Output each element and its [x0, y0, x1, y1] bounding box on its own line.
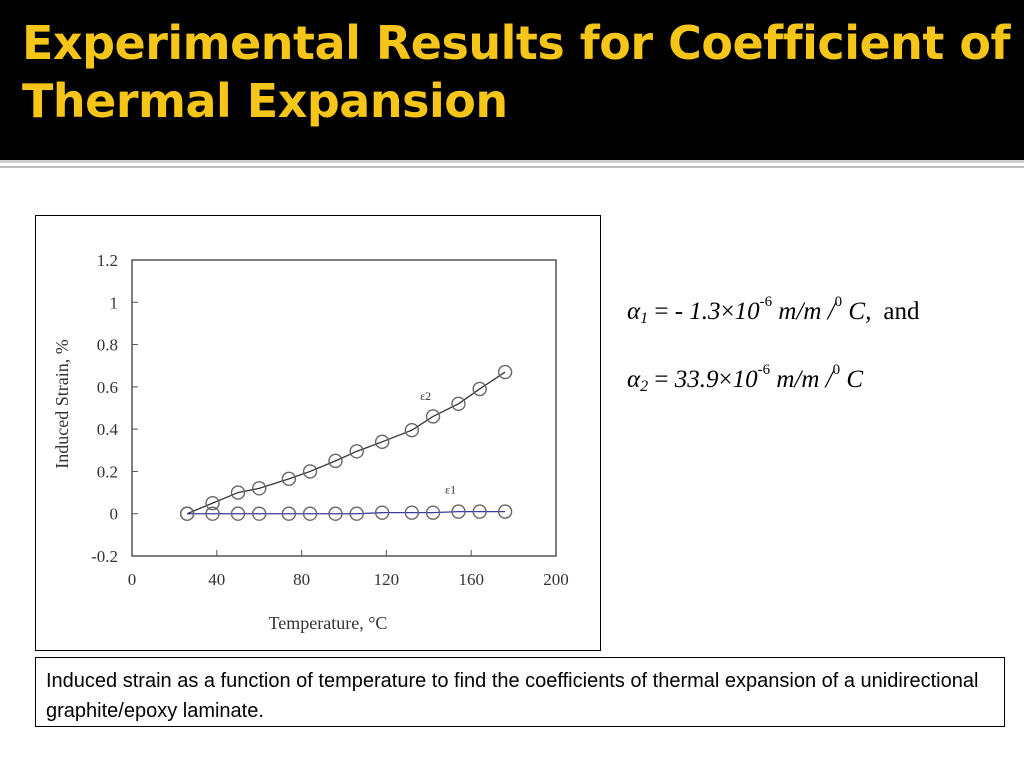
- strain-temperature-chart: -0.2 0 0.2 0.4 0.6 0.8 1 1.2 0 40 80 120 160 200 ε1 ε2…: [52, 251, 569, 633]
- alpha2-exponent: -6: [757, 362, 771, 378]
- title-rule-bottom: [0, 166, 1024, 168]
- alpha2-unit-c: C: [846, 366, 864, 393]
- alpha1-unit: m/m /: [778, 298, 835, 325]
- alpha2-base: 10: [732, 366, 758, 393]
- data-point: [497, 364, 513, 380]
- data-point: [302, 464, 318, 479]
- y-tick-label: 0: [110, 505, 119, 524]
- slide-title: Experimental Results for Coefficient of …: [22, 16, 1011, 128]
- data-point: [302, 506, 318, 521]
- data-point: [349, 506, 364, 521]
- data-point: [281, 506, 297, 521]
- data-point: [328, 506, 343, 521]
- data-point: [230, 506, 246, 521]
- alpha1-symbol: α: [627, 298, 641, 325]
- alpha1-unit-c: C,: [848, 298, 872, 325]
- data-point: [205, 495, 220, 511]
- alpha1-subscript: 1: [640, 310, 649, 327]
- data-point: [349, 444, 364, 459]
- y-tick-label: -0.2: [91, 547, 118, 566]
- y-axis-title: Induced Strain, %: [52, 339, 72, 468]
- data-point: [374, 434, 390, 450]
- y-tick-label: 0.2: [97, 462, 118, 481]
- y-tick-label: 0.8: [97, 336, 118, 355]
- series-line-2: [186, 371, 506, 515]
- data-point: [251, 506, 267, 521]
- alpha2-equals: =: [654, 366, 669, 393]
- data-point: [251, 481, 267, 496]
- data-point: [374, 505, 390, 520]
- alpha2-subscript: 2: [640, 378, 649, 395]
- data-point: [404, 505, 420, 520]
- data-point: [497, 504, 513, 519]
- x-tick-label: 80: [293, 570, 310, 589]
- data-point: [472, 504, 487, 519]
- x-tick-label: 120: [374, 570, 400, 589]
- x-tick-label: 200: [543, 570, 569, 589]
- alpha1-degree: 0: [834, 294, 843, 310]
- data-point: [404, 422, 420, 438]
- y-tick-label: 0.4: [97, 420, 119, 439]
- data-point: [230, 485, 246, 500]
- data-point: [451, 396, 466, 411]
- x-tick-label: 160: [458, 570, 484, 589]
- y-tick-label: 1: [110, 293, 119, 312]
- data-point: [328, 453, 343, 469]
- series-line-1: [187, 510, 506, 515]
- alpha2-value: 33.9: [674, 366, 719, 393]
- alpha1-base: 10: [734, 298, 760, 325]
- x-tick-label: 40: [208, 570, 225, 589]
- alpha2-unit: m/m /: [776, 366, 833, 393]
- alpha1-equation: α1 = - 1.3×10-6 m/m /0 C, and: [627, 294, 920, 327]
- data-point: [205, 506, 220, 521]
- alpha2-times: ×: [718, 366, 733, 393]
- title-rule-top: [0, 160, 1024, 163]
- data-point: [179, 506, 195, 521]
- alpha1-equals: =: [654, 298, 669, 325]
- series-label-2: ε2: [420, 389, 431, 403]
- alpha1-times: ×: [720, 298, 735, 325]
- series-label-1: ε1: [445, 483, 456, 497]
- data-point: [425, 409, 441, 424]
- data-point: [281, 471, 297, 487]
- x-axis-title: Temperature, °C: [269, 613, 388, 633]
- data-point: [425, 505, 441, 520]
- data-point: [451, 504, 466, 519]
- alpha1-and: and: [883, 298, 920, 325]
- y-tick-label: 1.2: [97, 251, 118, 270]
- x-tick-label: 0: [128, 570, 137, 589]
- data-point: [472, 381, 487, 397]
- chart-frame: -0.2 0 0.2 0.4 0.6 0.8 1 1.2 0 40 80 120 160 200 ε1 ε2…: [35, 215, 601, 651]
- title-bar: Experimental Results for Coefficient of …: [0, 0, 1024, 160]
- alpha1-exponent: -6: [759, 294, 773, 310]
- caption-box: Induced strain as a function of temperat…: [35, 657, 1005, 727]
- alpha2-degree: 0: [832, 362, 841, 378]
- alpha2-symbol: α: [627, 366, 641, 393]
- y-tick-label: 0.6: [97, 378, 118, 397]
- alpha2-equation: α2 = 33.9×10-6 m/m /0 C: [627, 362, 864, 395]
- figure-caption: Induced strain as a function of temperat…: [46, 670, 979, 722]
- alpha1-value: - 1.3: [674, 298, 721, 325]
